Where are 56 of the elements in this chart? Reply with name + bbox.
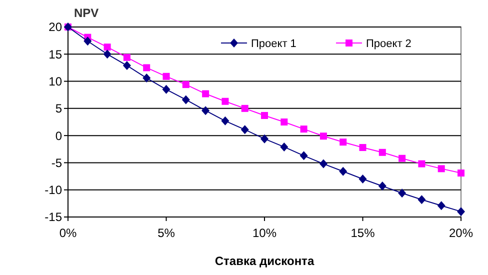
point [202,90,210,98]
point [261,112,268,119]
y-tick-label: 5 [55,102,62,116]
point [319,159,328,168]
point [182,81,190,88]
point [300,126,308,133]
y-tick-label: -10 [44,183,62,198]
point [123,54,130,61]
y-axis-title: NPV [74,6,99,20]
point [202,106,210,116]
point [438,165,445,172]
point [418,160,426,168]
point [378,182,386,191]
y-tick-label: 0 [55,128,62,143]
point [418,195,426,204]
point [162,84,170,94]
y-tick-label: 20 [48,20,62,34]
point [221,116,230,126]
point [84,36,92,46]
point [241,104,248,112]
point [182,95,190,104]
legend-label: Проект 2 [366,38,412,50]
point [280,118,288,126]
point [458,170,464,177]
point [340,138,347,146]
point [320,132,327,140]
point [122,61,131,70]
x-tick-label: 15% [350,226,376,240]
point [359,144,366,152]
x-axis-title: Ставка дисконта [214,254,314,268]
point [103,50,112,59]
point [143,64,150,72]
point [398,154,406,162]
x-tick-label: 20% [448,226,474,240]
x-tick-label: 5% [158,226,176,240]
point [280,142,288,152]
point [142,74,151,83]
x-tick-label: 0% [59,226,77,240]
y-tick-label: -15 [44,210,62,224]
y-tick-label: -5 [51,156,62,170]
point [339,166,348,176]
point [162,72,170,80]
point [358,174,367,184]
y-tick-label: 15 [48,47,62,62]
point [457,207,465,216]
point [378,148,386,156]
point [300,151,308,160]
point [240,125,249,134]
point [222,98,229,105]
y-tick-label: 10 [48,74,62,88]
x-tick-label: 10% [252,226,277,240]
legend-label: Проект 1 [251,38,296,50]
point [260,134,268,144]
point [104,44,111,51]
point [437,201,446,210]
point [398,188,406,198]
